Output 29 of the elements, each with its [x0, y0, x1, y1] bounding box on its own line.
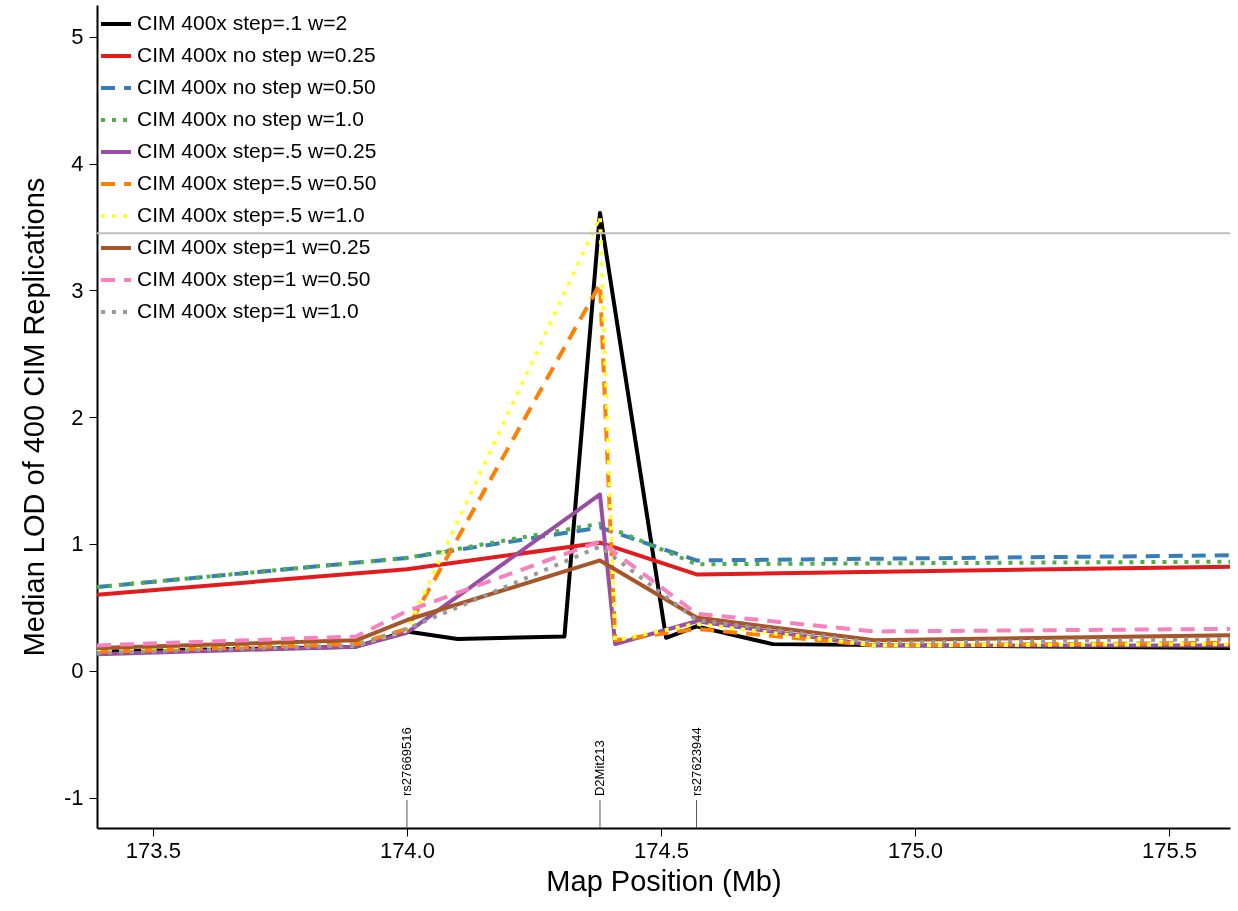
legend-label: CIM 400x step=1 w=0.50 [137, 267, 371, 290]
y-axis-title: Median LOD of 400 CIM Replications [17, 177, 50, 657]
legend-label: CIM 400x no step w=0.25 [137, 43, 376, 66]
y-tick-label: 0 [71, 658, 84, 684]
y-tick-label: 2 [71, 404, 84, 430]
x-tick-label: 174.5 [633, 837, 689, 863]
line-series [97, 558, 1230, 650]
x-tick-label: 174.0 [379, 837, 435, 863]
y-tick-label: 4 [71, 151, 84, 177]
y-tick-label: -1 [63, 785, 84, 811]
legend-label: CIM 400x no step w=0.50 [137, 75, 376, 98]
y-tick-label: 5 [71, 24, 84, 50]
legend-label: CIM 400x no step w=1.0 [137, 107, 365, 130]
legend-label: CIM 400x step=1 w=0.25 [137, 235, 371, 258]
legend-label: CIM 400x step=1 w=1.0 [137, 299, 359, 322]
ref-line-label: rs27623944 [688, 727, 704, 797]
legend-label: CIM 400x step=.1 w=2 [137, 11, 348, 34]
y-tick-label: 3 [71, 277, 84, 303]
legend-label: CIM 400x step=.5 w=1.0 [137, 203, 365, 226]
x-tick-label: 175.0 [887, 837, 944, 863]
line-series [97, 540, 1230, 597]
y-tick-label: 1 [71, 531, 84, 557]
legend-label: CIM 400x step=.5 w=0.50 [137, 171, 377, 194]
x-tick-label: 175.5 [1142, 837, 1198, 863]
legend-label: CIM 400x step=.5 w=0.25 [137, 139, 377, 162]
x-axis-title: Map Position (Mb) [546, 864, 782, 897]
ref-line-label: D2Mit213 [591, 740, 607, 797]
x-tick-label: 173.5 [125, 837, 181, 863]
ref-line-label: rs27669516 [398, 727, 414, 797]
